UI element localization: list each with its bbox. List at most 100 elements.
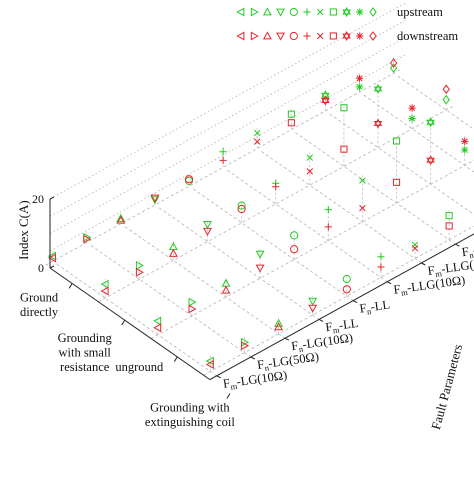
legend-marker — [316, 32, 324, 40]
data-point — [116, 213, 126, 222]
grid-line-grounding-1 — [98, 104, 455, 303]
grid-line-fault-4 — [192, 188, 354, 301]
data-point — [188, 297, 197, 307]
fault-tick — [455, 243, 460, 247]
data-point — [306, 168, 314, 175]
data-point-part — [426, 117, 435, 125]
legend-marker — [276, 32, 286, 41]
legend-marker — [356, 8, 364, 16]
legend-marker — [250, 31, 259, 41]
z-tick — [49, 265, 55, 269]
data-point-part — [342, 30, 351, 39]
fault-label-main: F — [290, 338, 299, 353]
fault-label-rest: -LLG(10Ω) — [472, 236, 474, 258]
legend-marker — [329, 8, 337, 16]
fault-label-main: F — [324, 320, 333, 335]
data-point-part — [321, 95, 330, 103]
data-point — [442, 84, 450, 95]
data-point — [321, 95, 330, 106]
grid-line-fault-7 — [295, 132, 456, 245]
data-point — [342, 274, 351, 284]
data-point — [274, 318, 284, 327]
legend-marker — [250, 7, 259, 17]
fault-label-rest: -LL — [370, 297, 391, 314]
fault-label-main: F — [427, 263, 436, 278]
grid-wall-line — [49, 53, 407, 252]
data-point — [203, 221, 212, 230]
points-layer — [47, 58, 469, 369]
grounding-label-line: directly — [20, 305, 59, 319]
data-point — [241, 341, 250, 351]
grid-wall-line — [49, 36, 407, 234]
grounding-tick — [173, 356, 178, 363]
fault-label-main: F — [393, 282, 402, 297]
grounding-label-line: unground — [115, 360, 164, 374]
grid-line-fault-2 — [124, 226, 286, 339]
data-point — [389, 58, 398, 68]
grounding-tick — [121, 319, 126, 326]
legend-marker — [262, 7, 272, 16]
data-point — [290, 231, 299, 240]
grid-line-fault-3 — [158, 207, 320, 320]
data-point — [100, 286, 109, 296]
data-point — [272, 183, 280, 191]
data-point — [83, 234, 92, 244]
data-point-part — [342, 33, 351, 42]
data-point — [373, 118, 383, 129]
data-point — [253, 138, 261, 145]
data-point — [411, 245, 419, 252]
data-point — [150, 194, 160, 203]
data-point — [116, 215, 126, 224]
data-point — [342, 285, 351, 294]
data-point-part — [426, 119, 435, 128]
grounding-tick — [226, 393, 231, 399]
grid-line-grounding-2 — [150, 159, 474, 339]
grid-line-fault-10 — [397, 75, 474, 130]
data-point — [135, 267, 144, 277]
grounding-label-line: resistance — [60, 360, 110, 374]
grounding-label-line: Grounding with — [150, 401, 230, 415]
grounding-category-label: unground — [115, 360, 164, 374]
data-point — [408, 114, 416, 123]
legend-marker — [329, 32, 337, 40]
data-point — [274, 322, 284, 331]
data-point — [150, 196, 160, 205]
z-tick-label: 0 — [38, 261, 44, 275]
data-point — [408, 104, 416, 112]
data-point — [203, 227, 212, 236]
fault-category-label: Fn-LG(50Ω) — [256, 349, 320, 373]
legend-marker — [303, 32, 311, 40]
data-point — [188, 304, 197, 314]
legend-marker — [276, 8, 286, 17]
data-point — [426, 155, 435, 166]
legend-label: upstream — [397, 5, 443, 19]
fault-tick — [318, 318, 324, 322]
data-point — [324, 223, 332, 231]
legend-marker — [289, 7, 298, 17]
data-point — [237, 201, 246, 210]
data-point — [359, 177, 366, 184]
data-point — [219, 148, 227, 156]
data-point — [377, 253, 385, 261]
fault-label-rest: -LG(10Ω) — [236, 368, 288, 389]
data-point — [153, 323, 162, 333]
data-point — [255, 250, 265, 259]
fault-tick — [421, 262, 426, 266]
z-axis-label: Index C(A) — [16, 200, 31, 260]
legend-marker — [369, 31, 377, 41]
stem-layer — [52, 57, 466, 372]
grid-line-grounding-0 — [45, 68, 403, 266]
grid-line-fault-6 — [261, 151, 422, 264]
fault-label-sub: n — [264, 362, 270, 373]
legend-label: downstream — [397, 29, 458, 43]
fault-tick — [216, 375, 221, 379]
data-point — [184, 175, 194, 184]
data-point-part — [426, 155, 435, 163]
data-point — [221, 285, 231, 294]
legend-marker — [342, 30, 351, 42]
fault-tick — [250, 356, 256, 360]
fault-label-sub: n — [298, 344, 304, 355]
data-point — [461, 137, 469, 145]
data-point — [426, 117, 435, 128]
